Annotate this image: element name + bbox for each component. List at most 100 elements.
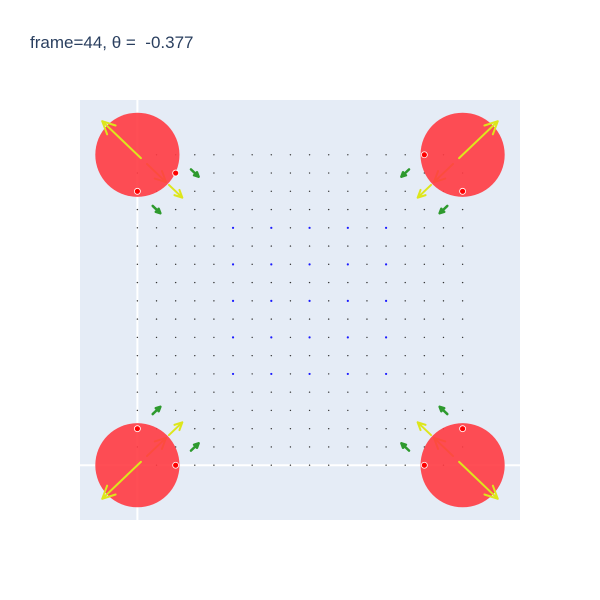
field-point	[385, 391, 387, 393]
field-point	[404, 227, 406, 229]
field-point	[385, 409, 387, 412]
field-point	[194, 318, 196, 320]
field-point	[347, 446, 349, 448]
field-point	[327, 190, 330, 193]
field-point	[136, 409, 139, 412]
field-vector	[151, 405, 162, 416]
circle-direction-arrow	[458, 120, 499, 160]
field-point	[251, 427, 253, 430]
field-point	[385, 190, 387, 193]
field-point	[251, 300, 253, 302]
field-point	[308, 245, 311, 247]
field-point	[251, 172, 253, 174]
field-point	[289, 336, 292, 339]
circle-direction-arrow	[458, 460, 499, 500]
field-point	[404, 336, 406, 339]
field-point	[347, 391, 349, 393]
field-point	[366, 300, 368, 302]
field-point	[384, 299, 388, 302]
field-vector	[151, 204, 162, 215]
field-point	[423, 227, 426, 229]
field-point	[442, 300, 445, 302]
field-point	[251, 373, 253, 375]
field-vector	[438, 204, 449, 215]
field-point	[423, 245, 426, 247]
field-point	[327, 300, 330, 302]
field-point	[308, 208, 311, 211]
field-point	[136, 300, 139, 302]
field-point	[366, 281, 368, 284]
field-point	[327, 427, 330, 430]
field-point	[385, 427, 387, 430]
circle-marker	[172, 169, 180, 177]
field-point	[404, 318, 406, 320]
field-point	[270, 372, 273, 376]
field-point	[366, 464, 368, 466]
field-vector	[416, 421, 433, 437]
field-point	[232, 154, 234, 156]
field-point	[174, 318, 177, 320]
field-point	[289, 190, 292, 193]
field-point	[194, 300, 196, 302]
field-point	[174, 245, 177, 247]
field-point	[232, 464, 234, 466]
field-point	[194, 336, 196, 339]
field-point	[347, 154, 349, 156]
field-point	[270, 208, 273, 211]
field-point	[385, 154, 387, 156]
field-point	[385, 446, 387, 448]
field-point	[213, 354, 215, 357]
circle-marker	[459, 425, 467, 433]
field-point	[155, 318, 158, 320]
field-point	[308, 190, 311, 193]
field-point	[251, 227, 253, 229]
field-point	[461, 300, 464, 302]
field-point	[155, 354, 158, 357]
field-point	[346, 226, 349, 229]
field-point	[289, 245, 292, 247]
field-point	[232, 391, 234, 393]
field-point	[461, 227, 464, 229]
field-point	[423, 409, 426, 412]
field-point	[347, 354, 349, 357]
field-point	[270, 154, 273, 156]
field-point	[308, 409, 311, 412]
field-point	[423, 354, 426, 357]
field-point	[289, 446, 292, 448]
field-point	[461, 318, 464, 320]
field-point	[194, 227, 196, 229]
field-point	[270, 226, 273, 229]
field-point	[194, 391, 196, 393]
field-point	[270, 336, 273, 339]
field-point	[346, 372, 349, 376]
field-point	[174, 354, 177, 357]
field-point	[194, 427, 196, 430]
field-point	[213, 391, 215, 393]
field-point	[174, 227, 177, 229]
field-point	[366, 154, 368, 156]
field-point	[231, 226, 235, 229]
field-point	[423, 208, 426, 211]
field-point	[270, 299, 273, 302]
field-point	[347, 172, 349, 174]
field-point	[213, 154, 215, 156]
field-point	[251, 154, 253, 156]
field-point	[327, 409, 330, 412]
field-point	[347, 190, 349, 193]
field-point	[213, 446, 215, 448]
field-point	[251, 281, 253, 284]
field-point	[384, 372, 388, 376]
field-point	[174, 208, 177, 211]
field-point	[289, 354, 292, 357]
field-point	[213, 263, 215, 266]
field-point	[232, 208, 234, 211]
field-point	[251, 336, 253, 339]
field-point	[404, 300, 406, 302]
field-point	[423, 318, 426, 320]
field-point	[155, 227, 158, 229]
field-point	[194, 263, 196, 266]
field-point	[308, 464, 311, 466]
field-point	[366, 227, 368, 229]
field-point	[232, 427, 234, 430]
